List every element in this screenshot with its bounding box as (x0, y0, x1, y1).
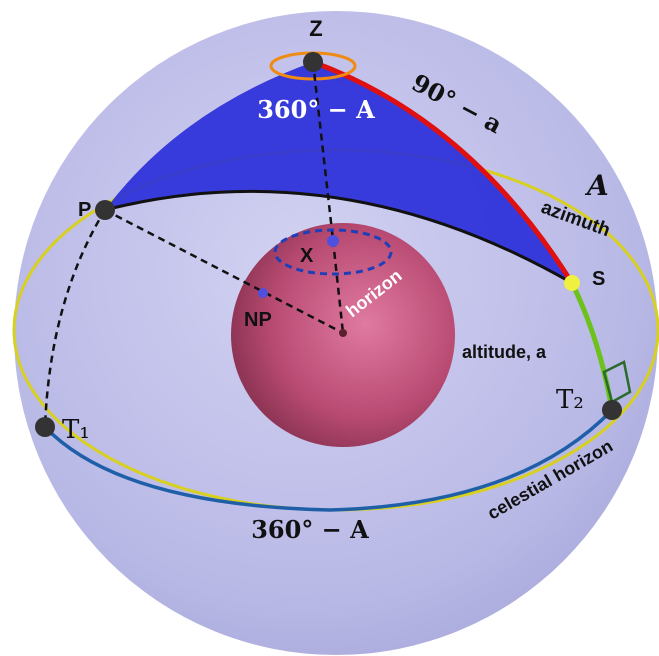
label: P (78, 199, 91, 221)
label: T₂ (556, 385, 584, 415)
point-s (564, 275, 580, 291)
point-t2 (602, 400, 622, 420)
label: Z (309, 16, 322, 41)
label: T₁ (62, 415, 90, 445)
label: NP (244, 309, 272, 331)
point-t1 (35, 417, 55, 437)
point-center (339, 329, 347, 337)
label: 360° − A (251, 515, 369, 544)
point-z (303, 52, 323, 72)
label: altitude, a (462, 342, 547, 362)
point-p (95, 200, 115, 220)
point-np (258, 288, 268, 298)
point-x (327, 235, 339, 247)
celestial-sphere-diagram: Z P X NP S T₁ T₂ 360° − A 90° − a A azim… (0, 0, 659, 656)
label: A (584, 169, 609, 202)
label: S (592, 268, 605, 290)
label: 360° − A (257, 95, 375, 124)
label: X (300, 245, 314, 267)
